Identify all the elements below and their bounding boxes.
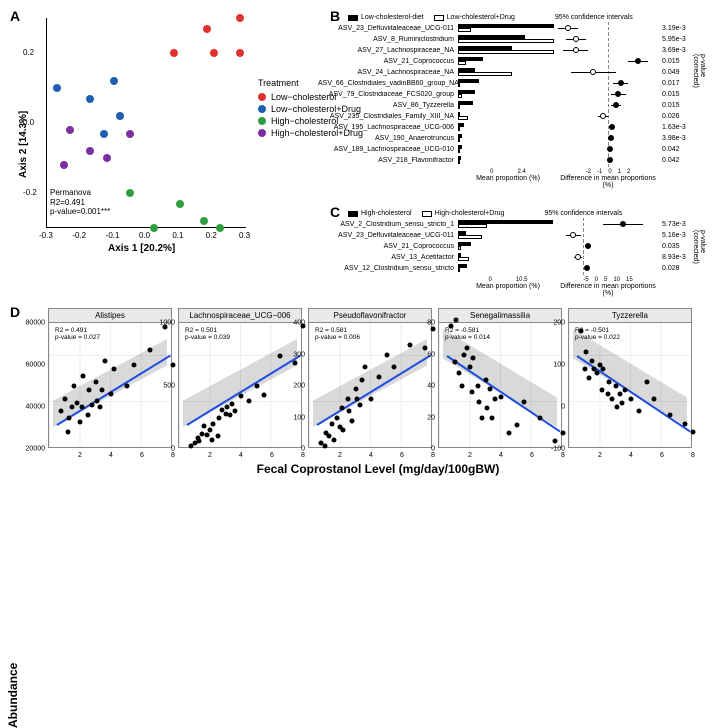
taxon-row: ASV_2_Clostridium_sensu_stricto_15.73e-3	[318, 219, 708, 230]
c-x2: Difference in mean proportions (%)	[560, 283, 656, 297]
scatter-point	[200, 217, 208, 225]
legend-filled-c: High-cholesterol	[348, 210, 412, 217]
scatter-point	[210, 49, 218, 57]
b-x1: Mean proportion (%)	[476, 175, 540, 182]
taxon-row: ASV_21_Coprococcus0.015	[318, 56, 708, 67]
legend-open-c: High-cholesterol+Drug	[422, 210, 505, 217]
panel-d: Abundance AlistipesR2 = 0.491p-value = 0…	[8, 308, 708, 476]
scatter-point	[53, 84, 61, 92]
taxon-row: ASV_86_Tyzzerella0.015	[318, 100, 708, 111]
scatter-point	[203, 25, 211, 33]
scatter-point	[86, 147, 94, 155]
scatter-subplot: AlistipesR2 = 0.491p-value = 0.027246820…	[48, 308, 172, 448]
scatter-point	[86, 95, 94, 103]
scatter-point	[103, 154, 111, 162]
scatter-subplot: PseudoflavonifractorR2 = 0.581p-value = …	[308, 308, 432, 448]
scatter-point	[110, 77, 118, 85]
ci-title-c: 95% confidence intervals	[544, 210, 622, 217]
taxon-row: ASV_66_Clostridiales_vadinBB60_group_NA0…	[318, 78, 708, 89]
scatter-point	[216, 224, 224, 232]
perm-r2: R2=0.491	[50, 198, 110, 208]
scatter-subplot: SenegalimassiliaR2 = -0.581p-value = 0.0…	[438, 308, 562, 448]
c-pval-label: p-value (corrected)	[692, 230, 706, 264]
taxon-row: ASV_218_Flavonifractor0.042	[318, 155, 708, 166]
taxon-row: ASV_27_Lachnospiraceae_NA3.69e-3	[318, 45, 708, 56]
c-x1: Mean proportion (%)	[476, 283, 540, 290]
taxon-row: ASV_23_Defluviitaleaceae_UCG-0113.19e-3	[318, 23, 708, 34]
panel-a-permanova: Permanova R2=0.491 p-value=0.001***	[50, 188, 110, 217]
taxon-row: ASV_12_Clostridium_sensu_stricto0.028	[318, 263, 708, 274]
scatter-point	[60, 161, 68, 169]
perm-title: Permanova	[50, 188, 110, 198]
scatter-point	[236, 49, 244, 57]
taxon-row: ASV_190_Anaerotruncus3.98e-3	[318, 133, 708, 144]
taxon-row: ASV_79_Clostridiaceae_FCS020_group0.015	[318, 89, 708, 100]
perm-p: p-value=0.001***	[50, 207, 110, 217]
scatter-point	[126, 189, 134, 197]
panel-b: Low-cholesterol-diet Low-cholesterol+Dru…	[318, 14, 708, 189]
taxon-row: ASV_195_Lachnospiraceae_UCG-0061.63e-3	[318, 122, 708, 133]
scatter-point	[66, 126, 74, 134]
scatter-point	[100, 130, 108, 138]
taxon-row: ASV_13_Acetifactor8.93e-3	[318, 252, 708, 263]
scatter-point	[170, 49, 178, 57]
panel-d-xlabel: Fecal Coprostanol Level (mg/day/100gBW)	[48, 462, 708, 476]
panel-a: -0.3-0.2-0.10.00.10.20.3-0.20.00.2 Axis …	[8, 8, 308, 268]
scatter-point	[116, 112, 124, 120]
panel-c: High-cholesterol High-cholesterol+Drug 9…	[318, 210, 708, 297]
scatter-point	[126, 130, 134, 138]
legend-filled: Low-cholesterol-diet	[348, 14, 424, 21]
taxon-row: ASV_189_Lachnospiraceae_UCG-0100.042	[318, 144, 708, 155]
taxon-row: ASV_24_Lachnospiraceae_NA0.049	[318, 67, 708, 78]
scatter-point	[176, 200, 184, 208]
scatter-point	[236, 14, 244, 22]
panel-d-ylabel: Abundance	[6, 663, 20, 728]
taxon-row: ASV_235_Clostridiales_Family_XIII_NA0.02…	[318, 111, 708, 122]
taxon-row: ASV_21_Coprococcus0.035	[318, 241, 708, 252]
legend-open: Low-cholesterol+Drug	[434, 14, 515, 21]
panel-a-ylabel: Axis 2 [14.3%]	[18, 111, 29, 178]
scatter-subplot: TyzzerellaR2 = -0.501p-value = 0.0222468…	[568, 308, 692, 448]
panel-a-xlabel: Axis 1 [20.2%]	[108, 243, 175, 254]
taxon-row: ASV_23_Defluviitaleaceae_UCG-0115.16e-3	[318, 230, 708, 241]
ci-title: 95% confidence intervals	[555, 14, 633, 21]
b-x2: Difference in mean proportions (%)	[560, 175, 656, 189]
taxon-row: ASV_8_Ruminiclostridium5.95e-3	[318, 34, 708, 45]
scatter-subplot: Lachnospiraceae_UCG−006R2 = 0.501p-value…	[178, 308, 302, 448]
b-pval-label: p-value (corrected)	[692, 54, 706, 88]
scatter-point	[150, 224, 158, 232]
